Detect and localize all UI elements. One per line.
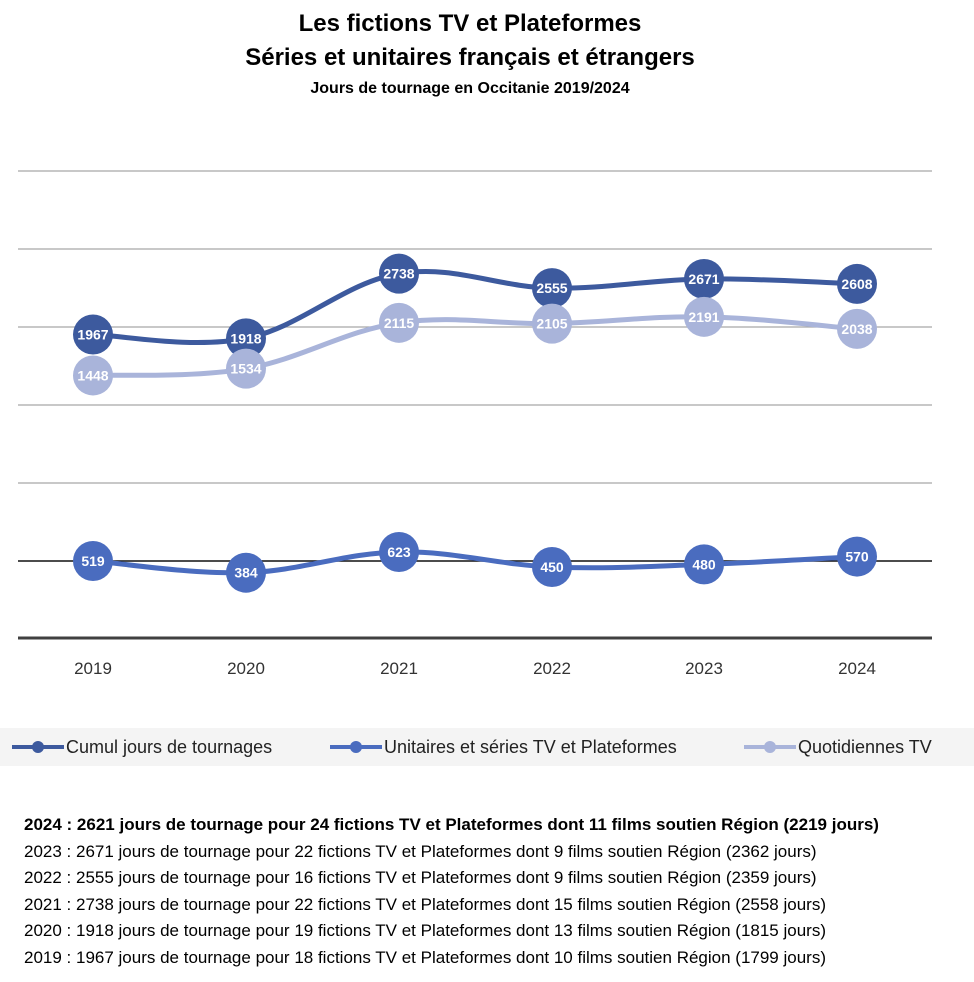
x-tick-label: 2023 <box>685 659 723 678</box>
data-point <box>837 263 877 304</box>
data-point <box>379 531 419 572</box>
chart-legend: Cumul jours de tournages Unitaires et sé… <box>0 728 974 766</box>
data-label: 623 <box>387 544 411 560</box>
x-tick-label: 2021 <box>380 659 418 678</box>
data-label: 2191 <box>688 309 719 325</box>
data-label: 2671 <box>688 271 719 287</box>
legend-label-quotidiennes: Quotidiennes TV <box>798 736 932 757</box>
data-point <box>532 268 572 309</box>
chart-title: Les fictions TV et Plateformes <box>298 10 642 37</box>
data-label: 2038 <box>841 321 872 337</box>
x-tick-label: 2022 <box>533 659 571 678</box>
data-point <box>226 552 266 593</box>
data-point <box>684 258 724 299</box>
x-tick-label: 2020 <box>227 659 265 678</box>
data-point <box>379 302 419 343</box>
data-label: 384 <box>234 565 258 581</box>
legend-item-cumul: Cumul jours de tournages <box>12 728 272 766</box>
series-line <box>90 269 860 345</box>
data-label: 570 <box>845 549 869 565</box>
line-chart: 2019 2020 2021 2022 2023 2024 1967 1918 2738 2555… <box>18 170 932 678</box>
data-label: 1534 <box>230 361 261 377</box>
data-label: 480 <box>692 556 716 572</box>
chart-subtitle: Séries et unitaires français et étranger… <box>245 44 695 71</box>
data-label: 519 <box>81 553 105 569</box>
data-label: 1918 <box>230 330 261 346</box>
data-label: 450 <box>540 559 564 575</box>
legend-label-unitaires: Unitaires et séries TV et Plateformes <box>384 736 677 757</box>
data-point <box>379 253 419 294</box>
data-point <box>73 355 113 396</box>
note-line-2021: 2021 : 2738 jours de tournage pour 22 fi… <box>24 894 826 914</box>
note-line-2024: 2024 : 2621 jours de tournage pour 24 fi… <box>24 815 879 834</box>
legend-item-quotidiennes: Quotidiennes TV <box>744 728 932 766</box>
legend-item-unitaires: Unitaires et séries TV et Plateformes <box>330 728 677 766</box>
legend-label-cumul: Cumul jours de tournages <box>66 736 273 757</box>
data-point <box>684 544 724 585</box>
data-point <box>73 541 113 581</box>
data-point <box>837 308 877 349</box>
legend-swatch-unitaires <box>330 741 382 753</box>
data-label: 2105 <box>536 316 567 332</box>
notes-block: 2024 : 2621 jours de tournage pour 24 fi… <box>24 812 879 971</box>
data-point <box>73 314 113 355</box>
note-line-2020: 2020 : 1918 jours de tournage pour 19 fi… <box>24 921 826 940</box>
x-tick-label: 2024 <box>838 659 876 678</box>
data-point <box>684 296 724 337</box>
series-line <box>90 314 860 378</box>
data-label: 2608 <box>841 276 872 292</box>
data-point <box>837 536 877 577</box>
data-point <box>226 318 266 359</box>
note-line-2022: 2022 : 2555 jours de tournage pour 16 fi… <box>24 868 817 887</box>
data-point <box>532 546 572 587</box>
data-label: 2555 <box>536 280 567 296</box>
data-label: 2115 <box>384 315 415 331</box>
data-point <box>532 303 572 344</box>
legend-swatch-cumul <box>12 741 64 753</box>
note-line-2019: 2019 : 1967 jours de tournage pour 18 fi… <box>24 947 826 967</box>
data-label: 2738 <box>383 266 414 282</box>
x-tick-label: 2019 <box>74 659 112 678</box>
note-line-2023: 2023 : 2671 jours de tournage pour 22 fi… <box>24 841 817 861</box>
series-line <box>90 549 860 576</box>
data-label: 1967 <box>77 327 108 343</box>
data-point <box>226 348 266 389</box>
chart-caption: Jours de tournage en Occitanie 2019/2024 <box>310 80 630 97</box>
data-label: 1448 <box>77 367 108 383</box>
legend-swatch-quotidiennes <box>744 741 796 753</box>
